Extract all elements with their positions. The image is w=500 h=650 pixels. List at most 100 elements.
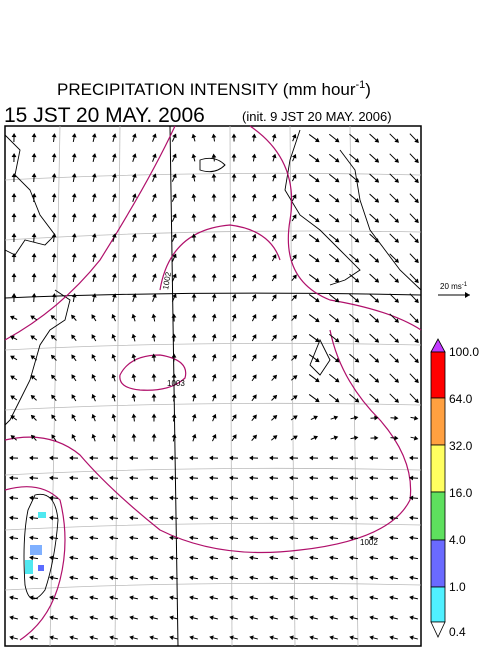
wind-arrow-head [211,293,217,299]
wind-arrow-head [334,137,340,143]
wind-arrow-head [29,595,34,601]
wind-arrow-head [271,173,277,179]
wind-arrow-head [334,357,340,363]
wind-arrow-head [29,495,34,501]
wind-arrow-head [9,315,15,321]
wind-arrow-head [333,435,339,441]
wind-arrow-head [71,354,76,360]
wind-arrow-head [189,555,194,561]
wind-arrow-head [69,495,74,501]
wind-arrow-head [269,475,274,481]
wind-arrow-head [314,197,320,203]
wind-arrow-head [329,455,334,461]
wind-arrow-head [269,595,274,601]
wind-arrow-head [131,333,137,339]
wind-arrow-head [111,333,117,339]
wind-arrow-head [309,615,314,621]
wind-arrow-head [30,394,36,400]
wind-arrow-head [354,298,360,303]
wind-arrow-head [31,193,37,198]
wind-arrow-head [394,158,399,163]
wind-arrow-head [111,353,117,359]
wind-arrow-head [292,355,298,360]
wind-arrow-head [89,635,94,641]
wind-arrow-head [334,177,340,183]
wind-arrow-head [171,433,177,439]
wind-arrow-head [9,635,14,641]
wind-arrow-head [329,535,334,541]
wind-arrow-head [231,173,237,178]
wind-arrow-head [369,555,374,561]
wind-arrow-head [354,238,360,243]
wind-arrow-head [209,635,214,641]
wind-arrow-head [249,635,254,641]
wind-arrow-head [389,555,394,561]
wind-arrow-head [389,515,394,521]
wind-arrow-head [211,373,217,379]
wind-arrow-head [209,455,214,461]
wind-arrow-head [413,435,419,441]
wind-arrow-head [389,535,394,541]
wind-arrow-head [169,515,174,521]
wind-arrow-head [111,153,117,158]
wind-arrow-head [9,555,14,561]
wind-arrow-head [334,257,340,263]
wind-arrow-head [149,475,154,481]
wind-arrow-head [249,515,254,521]
wind-arrow-head [229,615,234,621]
wind-arrow-head [189,515,194,521]
colorbar-label: 0.4 [449,625,466,639]
wind-arrow-head [309,595,314,601]
wind-arrow-head [329,475,334,481]
wind-arrow-head [51,253,57,258]
wind-arrow-head [49,635,54,641]
wind-arrow-head [409,595,414,601]
wind-arrow-head [251,293,257,299]
wind-arrow-head [11,293,17,298]
wind-arrow-head [152,153,157,159]
wind-arrow-head [211,153,217,158]
wind-arrow-head [409,575,414,581]
wind-arrow-head [152,133,157,139]
wind-arrow-head [409,455,414,461]
wind-arrow-head [334,377,340,383]
wind-arrow-head [289,595,294,601]
wind-arrow-head [30,335,36,340]
wind-arrow-head [131,253,137,258]
wind-arrow-head [232,374,237,379]
valid-time: 15 JST 20 MAY. 2006 [4,104,205,127]
wind-arrow-head [414,398,419,404]
wind-arrow-head [211,313,217,319]
wind-arrow-head [354,198,360,203]
wind-arrow-head [334,197,340,203]
wind-arrow-head [11,193,17,198]
wind-arrow-head [89,595,94,601]
wind-arrow-head [31,253,37,258]
wind-arrow-head [149,495,154,501]
wind-arrow-head [172,193,177,199]
wind-arrow-head [10,395,16,400]
wind-arrow-head [129,475,134,481]
contour-label: 1003 [167,379,185,388]
wind-arrow-head [272,254,277,259]
wind-arrow-head [272,274,277,279]
wind-arrow-head [191,393,197,399]
wind-arrow-head [334,337,340,343]
wind-arrow-head [409,515,414,521]
wind-arrow-head [314,257,320,263]
wind-arrow-head [409,475,414,481]
wind-arrow-head [249,475,254,481]
wind-arrow-head [211,353,217,359]
wind-arrow-head [212,433,217,439]
wind-arrow-head [374,398,380,403]
wind-arrow-head [289,515,294,521]
wind-arrow-head [289,455,294,461]
wind-arrow-head [129,575,134,581]
wind-arrow-head [91,213,97,218]
isobars [4,125,422,641]
wind-arrow-head [292,334,298,340]
wind-arrow-head [271,213,277,219]
wind-arrow-head [334,397,340,403]
wind-arrow-head [31,173,37,178]
wind-arrow-head [334,277,340,283]
